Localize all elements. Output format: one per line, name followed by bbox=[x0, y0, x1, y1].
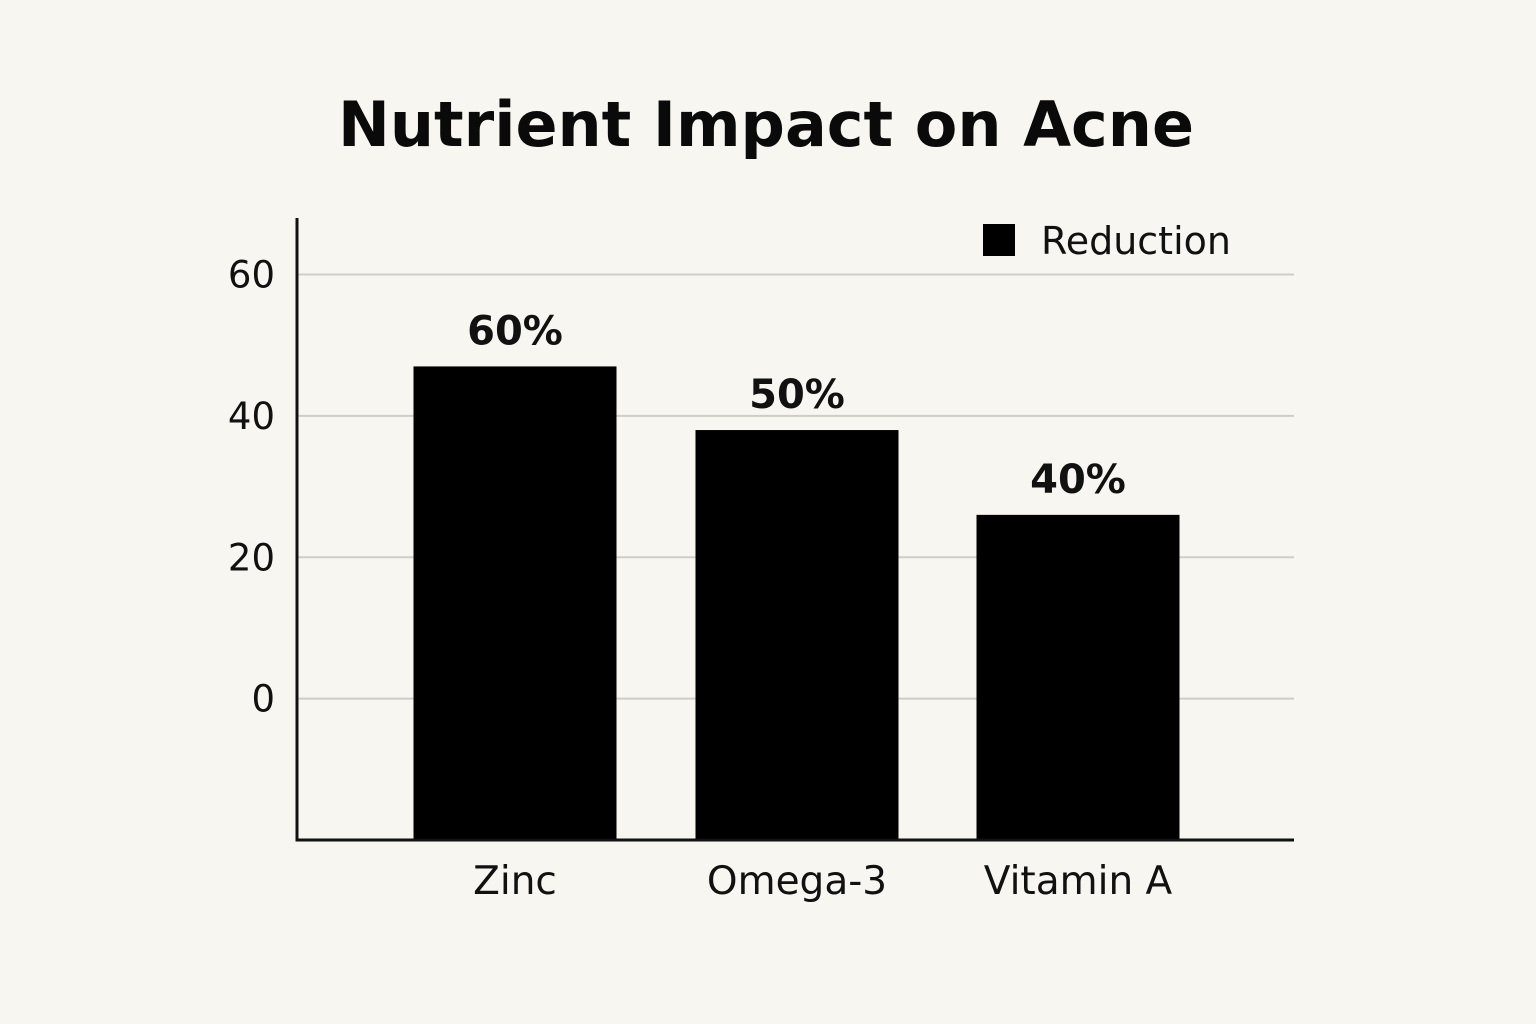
y-axis-ticks: 0 20 40 60 bbox=[228, 254, 275, 721]
x-axis-categories: Zinc Omega-3 Vitamin A bbox=[473, 859, 1172, 904]
data-label-vitamin-a: 40% bbox=[1030, 457, 1126, 503]
x-category-omega-3: Omega-3 bbox=[707, 859, 887, 904]
y-tick-20: 20 bbox=[228, 536, 275, 579]
bar-zinc bbox=[413, 366, 617, 840]
bar-omega-3 bbox=[695, 430, 899, 840]
legend-label-reduction: Reduction bbox=[1041, 219, 1231, 263]
data-label-zinc: 60% bbox=[467, 308, 563, 354]
legend: Reduction bbox=[983, 219, 1231, 263]
chart-axes bbox=[295, 218, 1294, 842]
y-tick-0: 0 bbox=[251, 678, 275, 721]
data-labels: 60% 50% 40% bbox=[467, 308, 1126, 502]
x-category-vitamin-a: Vitamin A bbox=[984, 859, 1173, 904]
chart-title: Nutrient Impact on Acne bbox=[338, 88, 1194, 161]
legend-swatch bbox=[983, 224, 1015, 256]
y-tick-40: 40 bbox=[228, 395, 275, 438]
bars bbox=[413, 366, 1180, 840]
bar-vitamin-a bbox=[976, 514, 1180, 840]
x-category-zinc: Zinc bbox=[473, 859, 557, 904]
data-label-omega-3: 50% bbox=[749, 372, 845, 418]
y-tick-60: 60 bbox=[228, 254, 275, 297]
